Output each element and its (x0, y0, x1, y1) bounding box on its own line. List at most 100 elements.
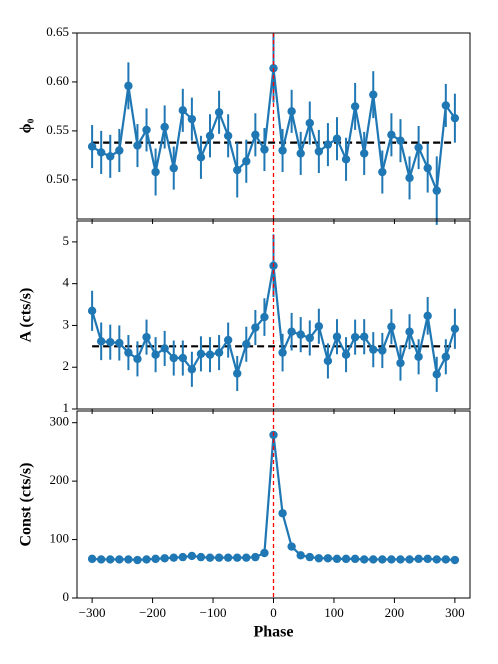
data-point (450, 555, 460, 565)
data-point (350, 332, 360, 342)
data-point (405, 173, 414, 183)
data-point (214, 348, 224, 357)
y-tick-label: 1 (63, 400, 70, 415)
data-point (260, 145, 269, 154)
data-point (287, 327, 296, 336)
data-point (405, 555, 414, 564)
data-point (151, 167, 160, 177)
data-point (96, 148, 106, 157)
y-tick-label: 0.60 (46, 73, 69, 88)
data-point (350, 554, 360, 564)
data-point (423, 163, 432, 173)
data-point (441, 101, 451, 110)
data-point (323, 554, 333, 563)
data-point (242, 157, 251, 166)
data-point (341, 350, 351, 359)
data-point (187, 365, 197, 374)
data-point (251, 552, 260, 562)
data-point (332, 332, 342, 341)
data-point (124, 555, 133, 564)
data-point (223, 335, 233, 345)
data-point (124, 348, 133, 357)
data-point (106, 337, 115, 347)
data-point (160, 344, 169, 353)
data-point (387, 322, 396, 331)
data-point (223, 553, 233, 562)
data-point (305, 333, 314, 343)
data-point (359, 555, 369, 564)
data-point (133, 354, 142, 364)
data-point (369, 345, 378, 354)
data-point (106, 555, 115, 564)
x-tick-label: −300 (79, 605, 106, 620)
data-point (169, 353, 178, 363)
data-point (378, 346, 387, 355)
data-point (432, 555, 441, 564)
data-point (87, 306, 97, 316)
x-tick-label: −200 (139, 605, 166, 620)
data-point (378, 555, 387, 564)
data-point (323, 356, 333, 366)
data-point (178, 353, 188, 363)
data-point (260, 312, 269, 322)
data-point (414, 554, 423, 564)
data-point (305, 118, 314, 128)
data-point (369, 555, 378, 564)
data-point (423, 554, 432, 564)
data-point (87, 554, 97, 564)
data-point (242, 340, 251, 349)
data-point (314, 554, 324, 563)
data-point (133, 555, 142, 565)
data-point (96, 337, 106, 346)
data-point (233, 369, 242, 378)
data-point (233, 553, 242, 562)
data-point (450, 324, 460, 333)
data-point (332, 554, 342, 564)
x-tick-label: 100 (324, 605, 344, 620)
data-point (160, 554, 169, 563)
data-point (106, 152, 115, 161)
data-point (115, 146, 124, 155)
x-axis-label: Phase (254, 624, 294, 641)
y-tick-label: 0 (63, 589, 70, 604)
y-tick-label: 100 (50, 531, 70, 546)
data-point (387, 555, 396, 564)
data-point (296, 149, 305, 158)
data-point (359, 332, 369, 341)
x-tick-label: 300 (445, 605, 465, 620)
data-point (323, 140, 333, 149)
data-point (423, 311, 432, 321)
x-tick-label: 200 (385, 605, 405, 620)
data-point (350, 102, 360, 111)
y-tick-label: 200 (50, 472, 70, 487)
data-point (378, 167, 387, 177)
data-point (169, 553, 178, 562)
data-point (151, 554, 160, 564)
data-point (251, 323, 260, 332)
data-point (387, 130, 396, 140)
data-point (396, 358, 405, 368)
data-point (142, 125, 151, 135)
plot-frame (76, 220, 471, 410)
data-point (115, 338, 124, 348)
x-tick-label: −100 (200, 605, 227, 620)
data-point (178, 106, 188, 115)
data-point (196, 349, 206, 359)
data-point (396, 555, 405, 564)
data-point (242, 553, 251, 562)
data-point (369, 90, 378, 99)
data-point (414, 352, 423, 361)
data-point (332, 134, 342, 143)
data-point (396, 136, 405, 145)
data-point (205, 553, 215, 562)
data-point (296, 330, 305, 339)
y-axis-label: Const (cts/s) (18, 463, 35, 547)
data-point (405, 327, 414, 336)
data-point (115, 555, 124, 564)
data-point (214, 553, 224, 562)
data-point (214, 108, 224, 117)
data-point (432, 186, 441, 195)
data-point (87, 142, 97, 151)
data-point (124, 81, 133, 91)
data-point (251, 130, 260, 140)
